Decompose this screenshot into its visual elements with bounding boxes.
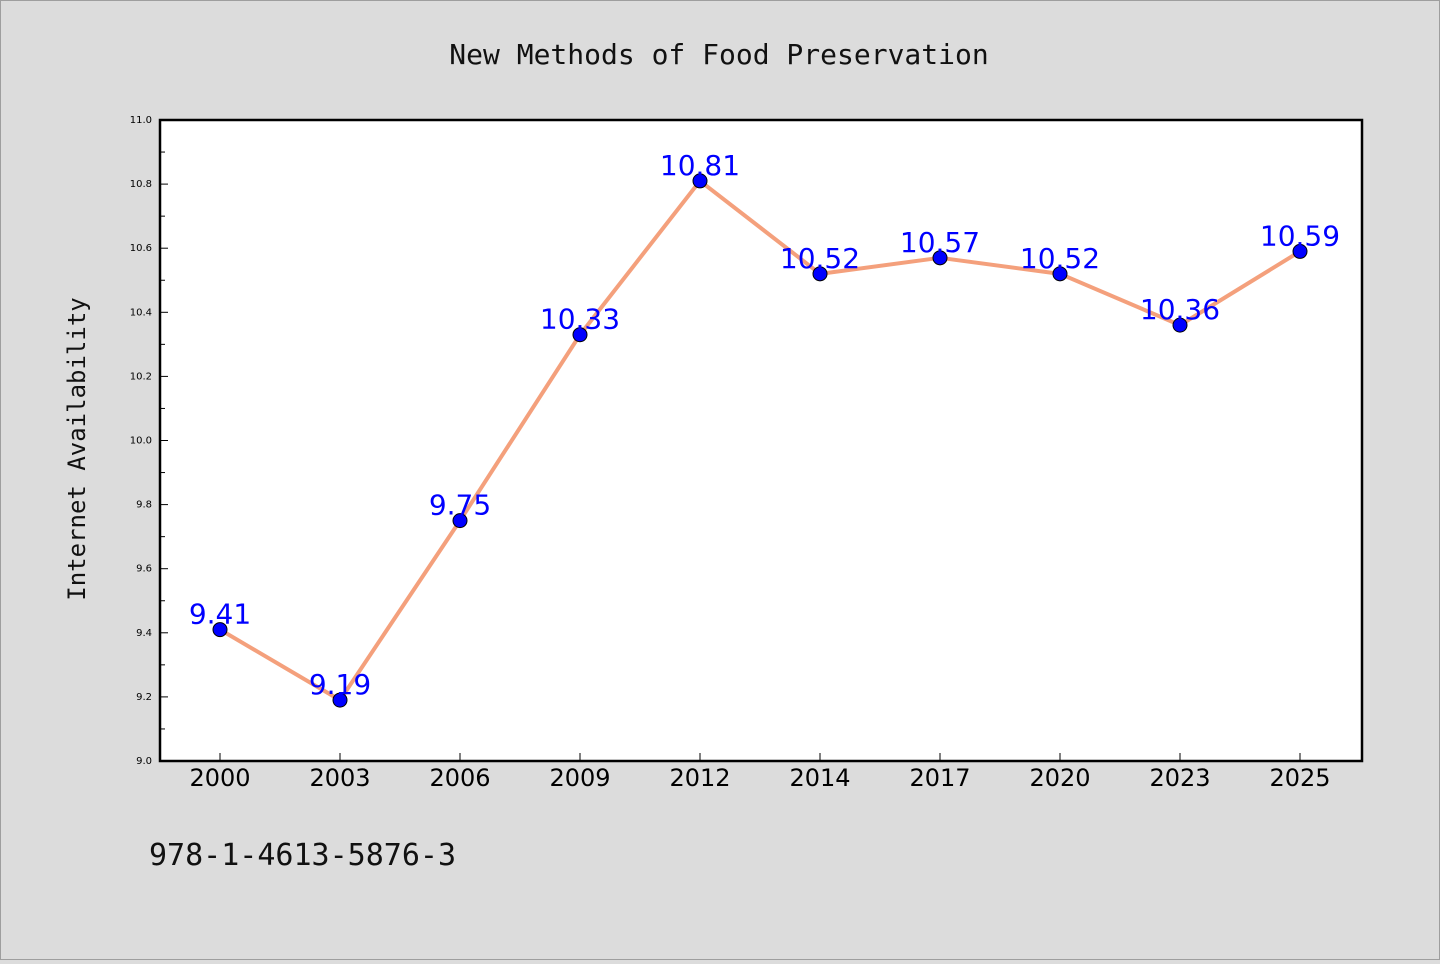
data-point xyxy=(452,513,468,529)
y-tick-label: 10.2 xyxy=(130,371,152,382)
data-point xyxy=(1292,243,1308,259)
data-point xyxy=(1052,266,1068,282)
isbn-label: 978-1-4613-5876-3 xyxy=(149,838,456,873)
data-point xyxy=(932,250,948,266)
y-tick-label: 9.6 xyxy=(136,564,152,575)
y-axis-label: Internet Availability xyxy=(63,297,91,600)
data-point xyxy=(212,622,228,638)
series-line xyxy=(218,178,1302,703)
x-axis: 2000 2003 2006 2009 2012 2014 2017 2020 2023 2025 xyxy=(189,753,1331,792)
plot-area xyxy=(158,118,1364,763)
y-tick-label: 9.4 xyxy=(136,628,152,639)
x-tick-label: 2006 xyxy=(429,764,490,792)
y-tick-label: 10.0 xyxy=(130,436,152,447)
y-tick-label: 9.2 xyxy=(136,692,152,703)
data-label: 10.57 xyxy=(900,226,980,259)
data-label: 10.81 xyxy=(660,149,740,182)
data-label: 9.19 xyxy=(309,668,371,701)
data-point xyxy=(572,327,588,343)
series-layer xyxy=(212,173,1308,708)
data-label: 10.52 xyxy=(780,242,860,275)
y-axis: 9.0 9.2 9.4 9.6 9.8 10.0 10.2 10.4 10.6 10.8 11.0 xyxy=(130,115,168,767)
data-label: 10.33 xyxy=(540,303,620,336)
data-label: 9.41 xyxy=(189,598,251,631)
chart-title: New Methods of Food Preservation xyxy=(449,38,988,71)
y-tick-label: 9.0 xyxy=(136,756,152,767)
y-tick-label: 11.0 xyxy=(130,115,152,126)
data-label: 10.52 xyxy=(1020,242,1100,275)
data-point xyxy=(1172,317,1188,333)
x-tick-label: 2020 xyxy=(1029,764,1090,792)
x-tick-label: 2017 xyxy=(909,764,970,792)
x-tick-label: 2009 xyxy=(549,764,610,792)
data-label: 10.59 xyxy=(1260,219,1340,252)
data-point xyxy=(692,173,708,189)
y-tick-label: 9.8 xyxy=(136,500,152,511)
x-tick-label: 2023 xyxy=(1149,764,1210,792)
x-tick-label: 2025 xyxy=(1269,764,1330,792)
x-tick-label: 2014 xyxy=(789,764,850,792)
y-tick-label: 10.6 xyxy=(130,243,152,254)
data-labels: 9.41 9.19 9.75 10.33 10.81 10.52 10.57 10.52 10.… xyxy=(189,149,1340,701)
data-point xyxy=(332,692,348,708)
y-tick-label: 10.8 xyxy=(130,179,152,190)
data-point xyxy=(812,266,828,282)
y-tick-label: 10.4 xyxy=(130,307,152,318)
x-tick-label: 2012 xyxy=(669,764,730,792)
x-tick-label: 2000 xyxy=(189,764,250,792)
data-label: 10.36 xyxy=(1140,293,1220,326)
x-tick-label: 2003 xyxy=(309,764,370,792)
data-label: 9.75 xyxy=(429,489,491,522)
